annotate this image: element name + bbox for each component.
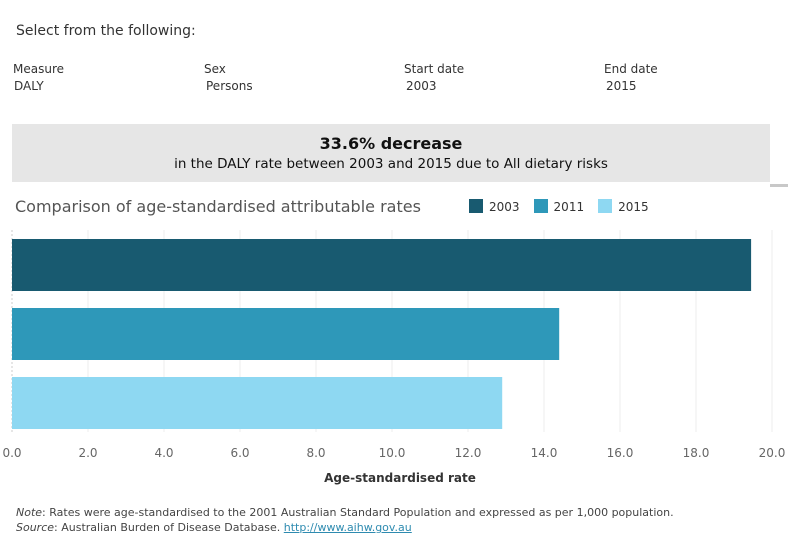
legend-item-2015[interactable]: 2015	[598, 199, 649, 214]
bar-2015[interactable]	[12, 377, 503, 429]
legend-swatch	[533, 199, 548, 213]
summary-headline: 33.6% decrease	[319, 134, 463, 153]
source-text: : Australian Burden of Disease Database.	[54, 521, 284, 534]
legend-item-2003[interactable]: 2003	[469, 199, 520, 214]
legend-swatch	[598, 199, 613, 213]
x-tick-label: 10.0	[379, 446, 406, 460]
x-tick-label: 2.0	[78, 446, 97, 460]
filter-start-select[interactable]: 2003	[406, 79, 437, 93]
source-link[interactable]: http://www.aihw.gov.au	[283, 521, 412, 534]
x-tick-label: 0.0	[2, 446, 21, 460]
filter-sex-label: Sex	[204, 62, 226, 76]
source-label: Source	[16, 521, 55, 534]
legend-item-2011[interactable]: 2011	[533, 199, 584, 214]
filter-sex-select[interactable]: Persons	[206, 79, 253, 93]
scroll-handle[interactable]	[770, 184, 788, 187]
filter-start-label: Start date	[404, 62, 465, 76]
filter-measure-label: Measure	[13, 62, 64, 76]
x-tick-label: 6.0	[230, 446, 249, 460]
filter-measure-select[interactable]: DALY	[14, 79, 44, 93]
bar-2011[interactable]	[12, 308, 560, 360]
filter-end-select[interactable]: 2015	[606, 79, 637, 93]
bar-2003[interactable]	[12, 239, 752, 291]
x-tick-label: 8.0	[306, 446, 325, 460]
chart-title: Comparison of age-standardised attributa…	[15, 197, 421, 216]
intro-text: Select from the following:	[16, 23, 196, 39]
x-tick-label: 12.0	[455, 446, 482, 460]
legend-swatch	[469, 199, 483, 213]
x-axis-label: Age-standardised rate	[324, 471, 476, 485]
bar-chart: 0.0 2.0 4.0 6.0 8.0 10.0 12.0 14.0 16.0 18.0 20.0 …	[2, 230, 786, 485]
x-tick-label: 4.0	[154, 446, 173, 460]
x-tick-label: 18.0	[683, 446, 710, 460]
x-tick-label: 20.0	[759, 446, 786, 460]
footnote: Note: Rates were age-standardised to the…	[16, 505, 674, 535]
x-tick-label: 14.0	[531, 446, 558, 460]
note-label: Note	[16, 506, 43, 519]
summary-detail: in the DALY rate between 2003 and 2015 d…	[174, 156, 608, 172]
summary-banner: 33.6% decrease in the DALY rate between …	[12, 124, 770, 182]
note-text: : Rates were age-standardised to the 200…	[42, 506, 674, 519]
x-tick-label: 16.0	[607, 446, 634, 460]
filter-end-label: End date	[604, 62, 658, 76]
legend: 2003 2011 2015	[469, 199, 649, 214]
